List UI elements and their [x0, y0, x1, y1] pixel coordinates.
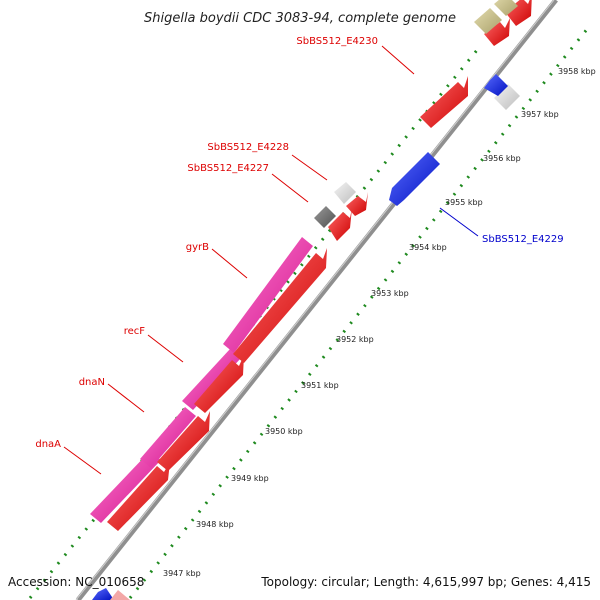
gene-pink-bottom[interactable] [110, 590, 130, 600]
tick-label-3956: 3956 kbp [483, 154, 521, 163]
gene-label-SbBS512_E4227: SbBS512_E4227 [187, 163, 269, 174]
gene-gyrB[interactable] [223, 237, 313, 353]
topology-text: Topology: circular; Length: 4,615,997 bp… [260, 575, 591, 589]
tick-label-3949: 3949 kbp [231, 474, 269, 483]
inner-tick-track [128, 27, 590, 599]
gene-label-gyrB: gyrB [186, 242, 209, 253]
gene-SbBS512_E4229[interactable] [389, 152, 440, 206]
gene-red-2[interactable] [157, 411, 210, 471]
gene-red-1[interactable] [107, 462, 170, 531]
gene-red-6[interactable] [346, 192, 368, 216]
genome-backbone [76, 0, 558, 600]
tick-label-3958: 3958 kbp [558, 67, 596, 76]
gene-SbBS512_E4230[interactable] [420, 76, 468, 128]
map-title: Shigella boydii CDC 3083-94, complete ge… [144, 11, 456, 26]
gene-label-SbBS512_E4229: SbBS512_E4229 [482, 234, 564, 245]
genome-backbone-highlight [75, 0, 555, 600]
tick-label-3952: 3952 kbp [336, 335, 374, 344]
gene-red-4[interactable] [233, 248, 327, 363]
gene-red-5[interactable] [328, 208, 352, 241]
gene-arrows-inner [107, 0, 532, 531]
tick-label-3953: 3953 kbp [371, 289, 409, 298]
gene-label-SbBS512_E4228: SbBS512_E4228 [207, 142, 289, 153]
gene-blue-bottom[interactable] [92, 588, 114, 600]
gene-arrows-outer [90, 237, 313, 523]
tick-label-3957: 3957 kbp [521, 110, 559, 119]
gene-label-recF: recF [124, 326, 146, 337]
tick-label-3954: 3954 kbp [409, 243, 447, 252]
gene-dnaA[interactable] [90, 451, 161, 523]
tick-label-3947: 3947 kbp [163, 569, 201, 578]
gene-blue-right[interactable] [484, 74, 508, 96]
gene-red-top-1[interactable] [484, 18, 510, 46]
gene-label-dnaA: dnaA [35, 439, 61, 450]
tick-label-3951: 3951 kbp [301, 381, 339, 390]
tick-label-3950: 3950 kbp [265, 427, 303, 436]
tick-label-3948: 3948 kbp [196, 520, 234, 529]
gene-olive-1[interactable] [474, 8, 502, 34]
gene-label-dnaN: dnaN [79, 377, 105, 388]
gene-SbBS512_E4227[interactable] [314, 206, 336, 228]
accession-text: Accession: NC_010658 [8, 575, 144, 589]
gene-recF[interactable] [182, 349, 241, 410]
gene-label-SbBS512_E4230: SbBS512_E4230 [296, 36, 378, 47]
label-leader-lines [63, 45, 479, 475]
gene-red-3[interactable] [194, 355, 244, 413]
gene-gray-right[interactable] [494, 84, 520, 110]
gene-dnaN[interactable] [140, 407, 196, 468]
gene-olive-2[interactable] [494, 0, 518, 16]
outer-tick-track [28, 43, 484, 599]
tick-label-3955: 3955 kbp [445, 198, 483, 207]
gene-SbBS512_E4228[interactable] [334, 182, 356, 204]
